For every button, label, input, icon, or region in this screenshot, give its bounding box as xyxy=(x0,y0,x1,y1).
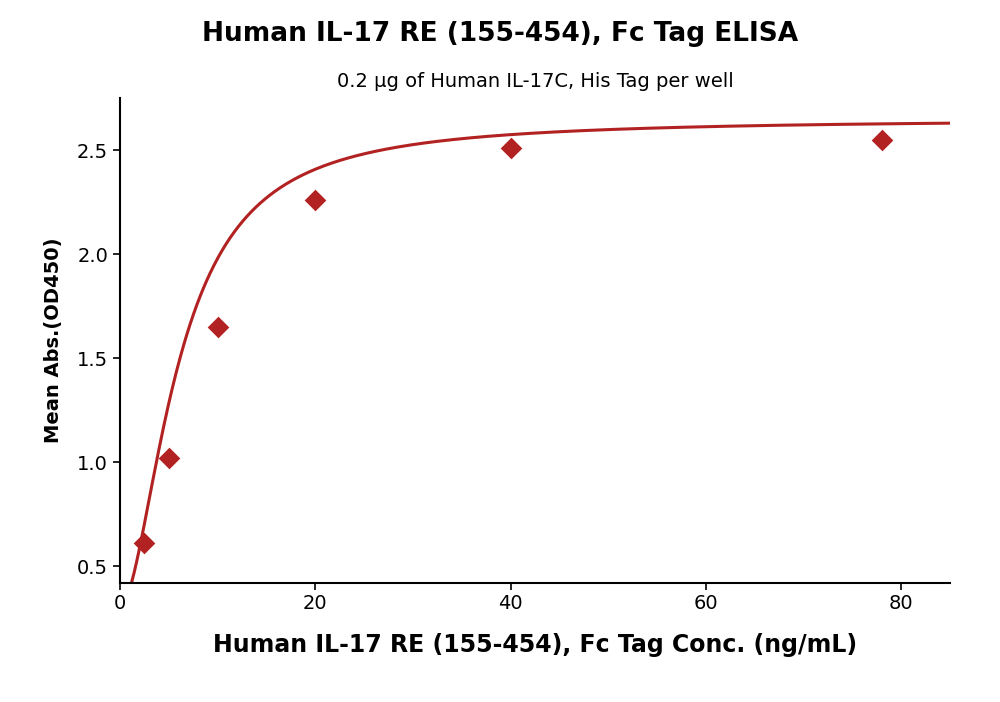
Point xyxy=(161,452,177,463)
Y-axis label: Mean Abs.(OD450): Mean Abs.(OD450) xyxy=(44,238,63,443)
Point xyxy=(307,194,323,206)
X-axis label: Human IL-17 RE (155-454), Fc Tag Conc. (ng/mL): Human IL-17 RE (155-454), Fc Tag Conc. (… xyxy=(213,633,857,657)
Point xyxy=(210,322,226,333)
Point xyxy=(874,134,890,145)
Point xyxy=(503,143,519,154)
Title: 0.2 μg of Human IL-17C, His Tag per well: 0.2 μg of Human IL-17C, His Tag per well xyxy=(337,72,733,91)
Text: Human IL-17 RE (155-454), Fc Tag ELISA: Human IL-17 RE (155-454), Fc Tag ELISA xyxy=(202,21,798,47)
Point xyxy=(136,538,152,549)
